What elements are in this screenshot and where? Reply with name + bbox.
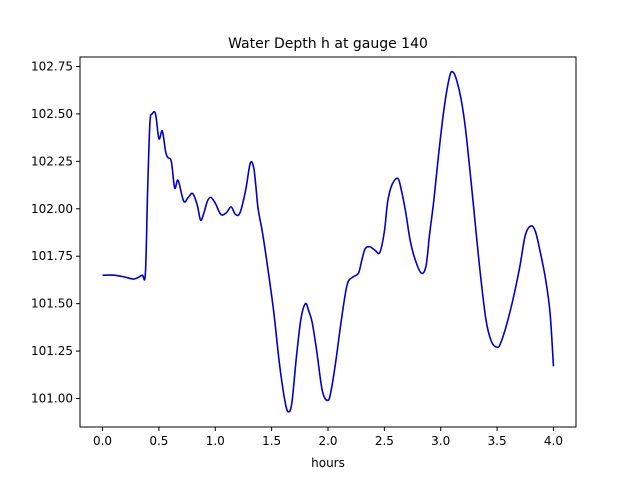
x-tick-label: 2.0 — [318, 434, 337, 448]
x-tick-label: 3.0 — [431, 434, 450, 448]
plot-frame — [79, 56, 577, 428]
y-tick-label: 101.50 — [31, 297, 73, 311]
y-tick-label: 101.00 — [31, 392, 73, 406]
x-axis: 0.0 0.5 1.0 1.5 2.0 2.5 3.0 3.5 4.0 — [93, 427, 563, 448]
y-tick-label: 102.75 — [31, 59, 73, 73]
x-tick-label: 1.5 — [262, 434, 281, 448]
plot-area — [102, 70, 555, 413]
y-tick-label: 101.75 — [31, 249, 73, 263]
x-tick-label: 0.0 — [93, 434, 112, 448]
series-line — [102, 70, 555, 413]
y-tick-label: 101.25 — [31, 344, 73, 358]
y-tick-label: 102.00 — [31, 202, 73, 216]
x-tick-label: 0.5 — [149, 434, 168, 448]
y-tick-label: 102.25 — [31, 154, 73, 168]
x-tick-label: 3.5 — [488, 434, 507, 448]
x-axis-label: hours — [311, 456, 345, 470]
y-tick-label: 102.50 — [31, 107, 73, 121]
chart-title: Water Depth h at gauge 140 — [228, 36, 428, 52]
x-tick-label: 1.0 — [206, 434, 225, 448]
x-tick-label: 2.5 — [375, 434, 394, 448]
y-axis: 101.00 101.25 101.50 101.75 102.00 102.25 102.… — [31, 59, 80, 406]
x-tick-label: 4.0 — [544, 434, 563, 448]
